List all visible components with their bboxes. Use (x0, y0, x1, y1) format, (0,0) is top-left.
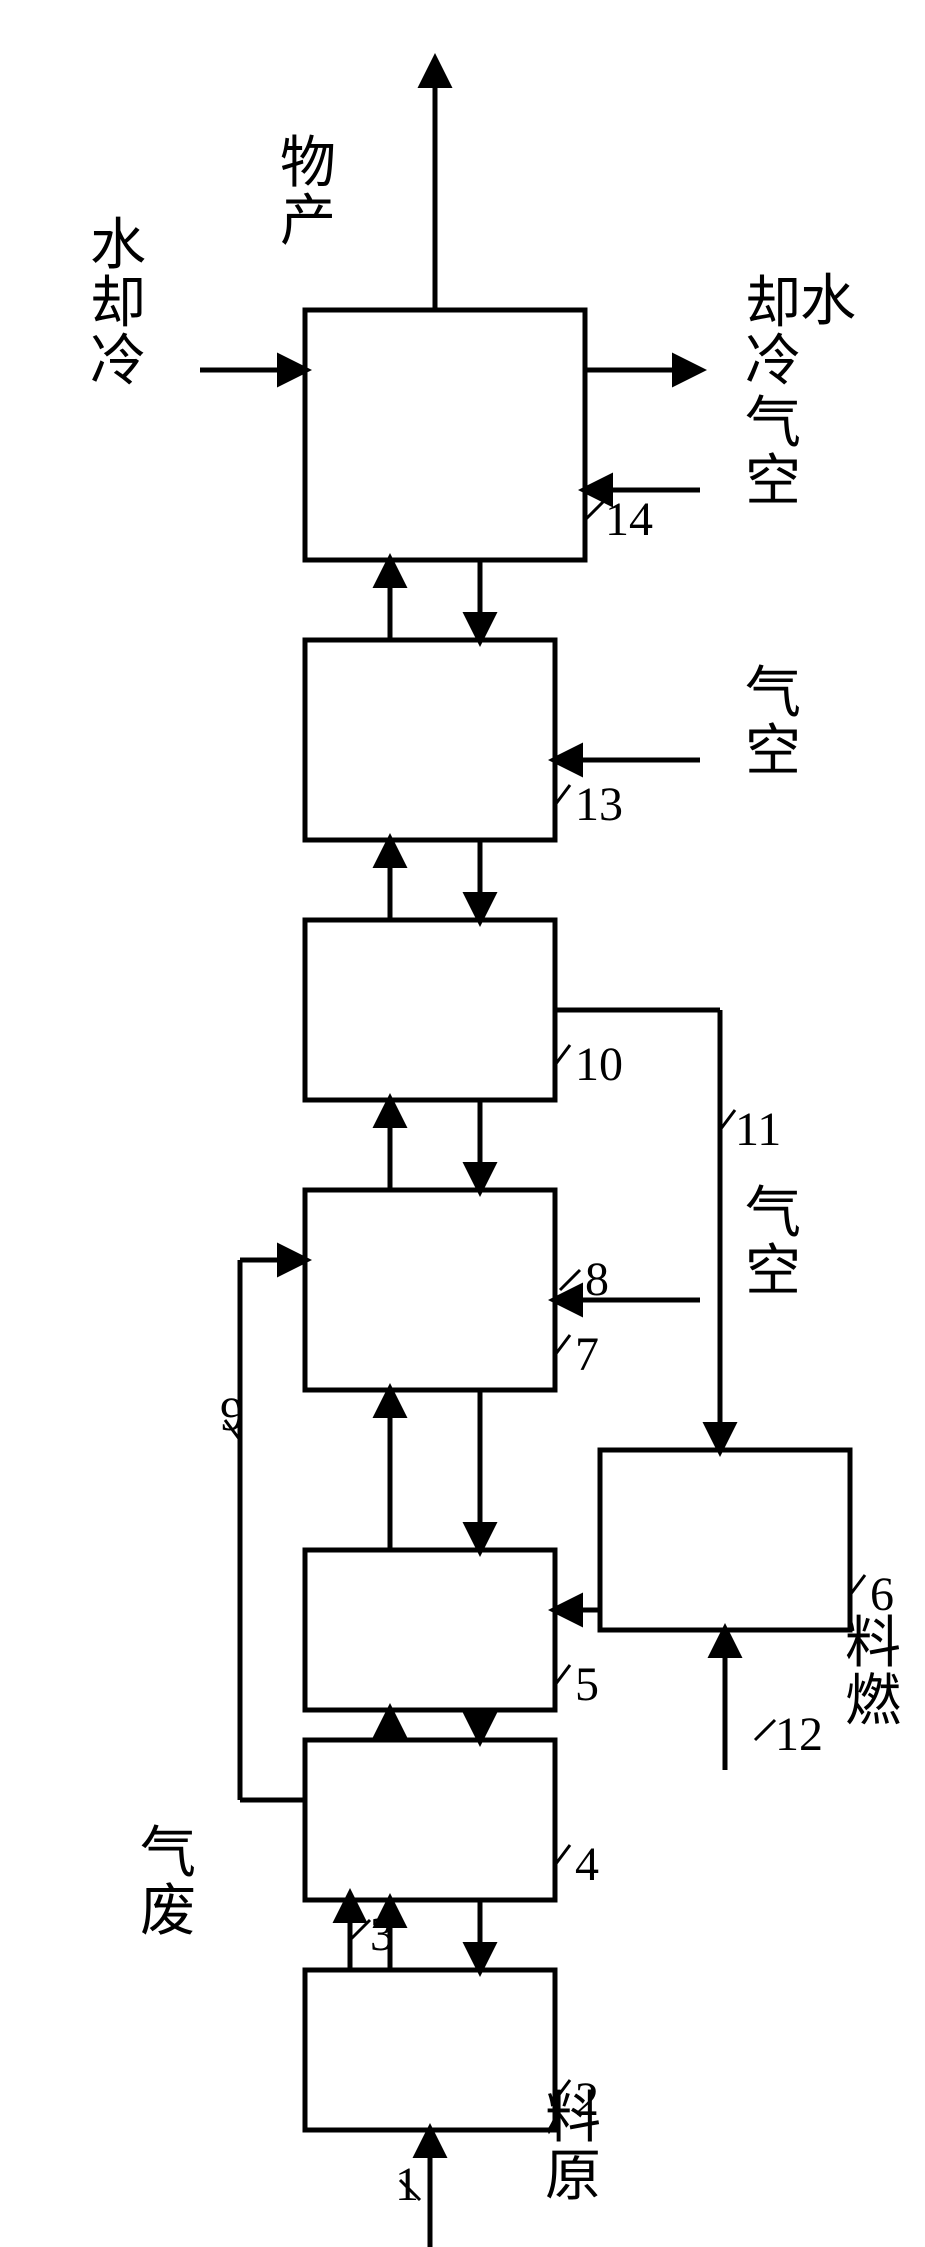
svg-text:原: 原 (545, 2146, 601, 2208)
label-l8: 8 (585, 1253, 609, 1306)
svg-text:空: 空 (745, 1241, 801, 1303)
label-l14: 14 (605, 493, 653, 546)
svg-text:水: 水 (90, 215, 146, 277)
cjk-label-fuel: 燃料 (845, 1613, 901, 1733)
label-l4: 4 (575, 1838, 599, 1891)
cjk-label-cooling_out1: 冷却 (745, 273, 801, 393)
svg-text:废: 废 (140, 1881, 196, 1943)
svg-text:冷: 冷 (745, 331, 801, 393)
label-l13: 13 (575, 778, 623, 831)
block-b10 (305, 920, 555, 1100)
label-l9: 9 (220, 1388, 244, 1441)
svg-text:燃: 燃 (845, 1671, 901, 1733)
block-b6 (600, 1450, 850, 1630)
label-l1: 1 (395, 2158, 419, 2211)
block-b13 (305, 640, 555, 840)
flow-b6-to-b5 (555, 1550, 600, 1610)
svg-text:料: 料 (845, 1613, 901, 1675)
label-l10: 10 (575, 1038, 623, 1091)
svg-text:水: 水 (800, 271, 856, 333)
cjk-label-cooling_out2: 水 (800, 271, 856, 333)
cjk-label-exhaust: 废气 (140, 1823, 196, 1943)
block-b7 (305, 1190, 555, 1390)
svg-text:气: 气 (745, 393, 801, 455)
cjk-label-cooling_in: 冷却水 (90, 215, 146, 393)
block-b5 (305, 1550, 555, 1710)
cjk-label-product: 产物 (280, 133, 336, 253)
svg-text:却: 却 (90, 273, 146, 335)
cjk-label-air7: 空气 (745, 1183, 801, 1303)
svg-text:空: 空 (745, 721, 801, 783)
svg-text:产: 产 (280, 191, 336, 253)
label-l5: 5 (575, 1658, 599, 1711)
block-b14 (305, 310, 585, 560)
svg-text:料: 料 (545, 2088, 601, 2150)
svg-text:空: 空 (745, 451, 801, 513)
block-b4 (305, 1740, 555, 1900)
label-l7: 7 (575, 1328, 599, 1381)
svg-text:物: 物 (280, 133, 336, 195)
svg-text:冷: 冷 (90, 331, 146, 393)
svg-text:气: 气 (140, 1823, 196, 1885)
block-b2 (305, 1970, 555, 2130)
label-l11: 11 (735, 1103, 781, 1156)
cjk-label-air13: 空气 (745, 663, 801, 783)
svg-text:气: 气 (745, 663, 801, 725)
cjk-label-feedstock: 原料 (545, 2088, 601, 2208)
label-l12: 12 (775, 1708, 823, 1761)
svg-text:气: 气 (745, 1183, 801, 1245)
label-l3: 3 (370, 1908, 394, 1961)
cjk-label-air14: 空气 (745, 393, 801, 513)
svg-text:却: 却 (745, 273, 801, 335)
process-flow-diagram: 1234567891011121314原料废气燃料空气空气空气冷却水冷却水产物 (0, 0, 925, 2247)
